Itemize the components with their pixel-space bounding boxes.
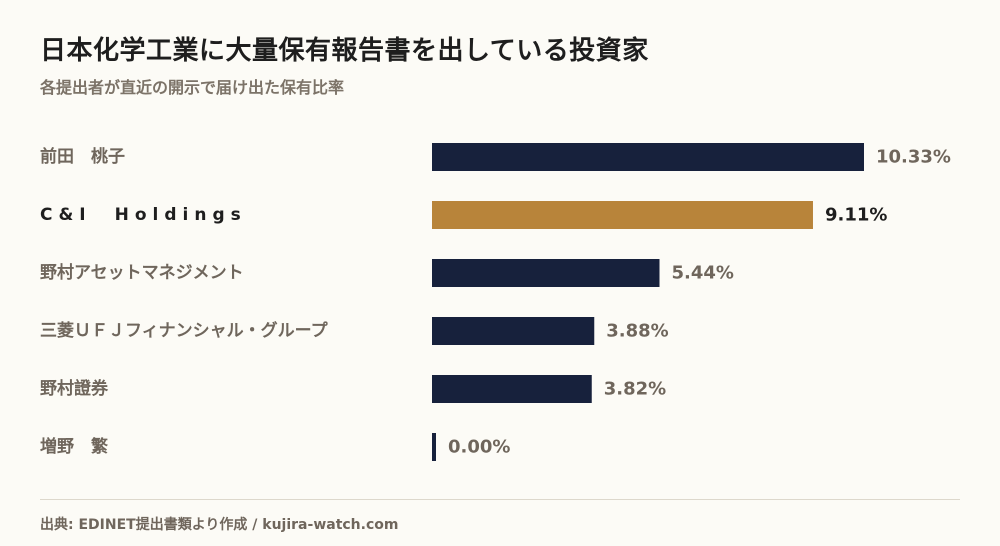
category-label: C&I Holdings <box>40 205 247 225</box>
bar <box>432 143 864 171</box>
bar <box>432 433 436 461</box>
bar <box>432 317 595 345</box>
value-label: 9.11% <box>825 205 887 226</box>
category-label: 三菱ＵＦＪフィナンシャル・グループ <box>40 320 329 341</box>
footer-divider <box>40 499 960 500</box>
bar <box>432 375 592 403</box>
source-note: 出典: EDINET提出書類より作成 / kujira-watch.com <box>40 517 399 533</box>
category-label: 野村アセットマネジメント <box>40 262 244 283</box>
bar <box>432 201 813 229</box>
chart-subtitle: 各提出者が直近の開示で届け出た保有比率 <box>40 78 345 97</box>
category-label: 前田 桃子 <box>40 146 125 167</box>
value-label: 10.33% <box>876 147 951 168</box>
value-label: 3.88% <box>606 321 668 342</box>
value-label: 5.44% <box>672 263 734 284</box>
value-label: 3.82% <box>604 379 666 400</box>
chart-title: 日本化学工業に大量保有報告書を出している投資家 <box>40 36 649 66</box>
bar <box>432 259 660 287</box>
category-label: 野村證券 <box>40 378 109 399</box>
value-label: 0.00% <box>448 437 510 458</box>
category-label: 増野 繁 <box>40 436 109 457</box>
